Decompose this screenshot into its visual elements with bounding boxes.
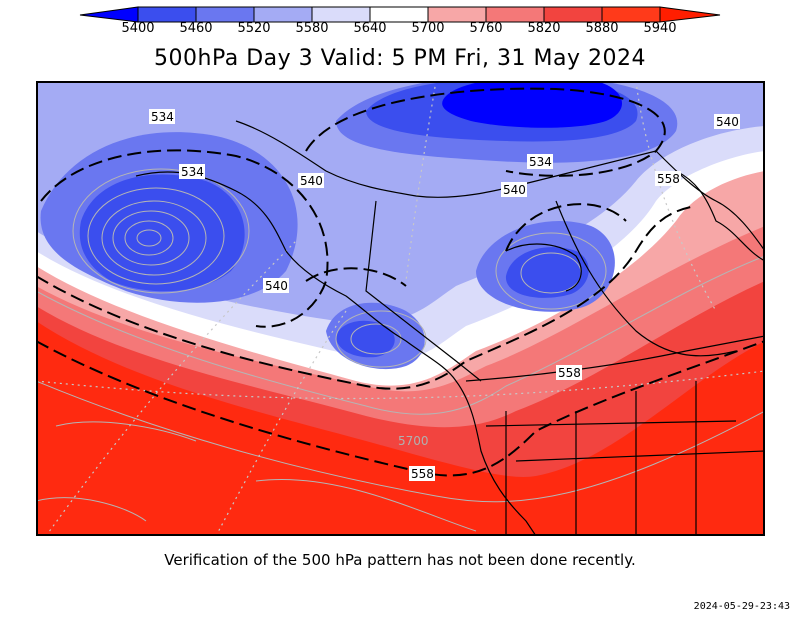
colorbar-swatch	[543, 6, 603, 23]
colorbar-swatch	[485, 6, 545, 23]
colorbar-label: 5400	[121, 21, 155, 36]
contour-label: 534	[181, 165, 204, 179]
verification-caption: Verification of the 500 hPa pattern has …	[164, 551, 636, 569]
colorbar-label: 5820	[527, 21, 561, 36]
colorbar-swatch	[195, 6, 255, 23]
contour-label: 540	[300, 174, 323, 188]
colorbar-label: 5580	[295, 21, 329, 36]
colorbar	[79, 6, 721, 23]
contour-fill-5400	[336, 320, 395, 358]
colorbar-swatch	[253, 6, 313, 23]
colorbar-swatch	[369, 6, 429, 23]
contour-label: 558	[657, 172, 680, 186]
colorbar-swatch	[427, 6, 487, 23]
contour-label: 534	[529, 155, 552, 169]
contour-label: 540	[716, 115, 739, 129]
colorbar-arrow-low	[79, 6, 139, 23]
contour-fill-5340	[442, 81, 622, 128]
contour-label: 540	[503, 183, 526, 197]
contour-label: 558	[558, 366, 581, 380]
contour-label: 5700	[398, 434, 429, 448]
contour-label: 540	[265, 279, 288, 293]
contour-label: 558	[411, 467, 434, 481]
colorbar-label: 5760	[469, 21, 503, 36]
colorbar-label: 5640	[353, 21, 387, 36]
contour-fill-5400	[79, 174, 245, 292]
colorbar-swatch	[137, 6, 197, 23]
generation-timestamp: 2024-05-29-23:43	[693, 601, 790, 612]
page-title: 500hPa Day 3 Valid: 5 PM Fri, 31 May 202…	[154, 46, 646, 71]
colorbar-label: 5460	[179, 21, 213, 36]
colorbar-swatch	[601, 6, 661, 23]
colorbar-swatch	[311, 6, 371, 23]
colorbar-label: 5940	[643, 21, 677, 36]
colorbar-label: 5880	[585, 21, 619, 36]
colorbar-label: 5700	[411, 21, 445, 36]
map-panel: 534 534 540 540 534 540 558 540 558 558 …	[36, 81, 765, 536]
contour-label: 534	[151, 110, 174, 124]
contour-labels: 534 534 540 540 534 540 558 540 558 558 …	[149, 109, 740, 481]
colorbar-label: 5520	[237, 21, 271, 36]
colorbar-arrow-high	[659, 6, 721, 23]
map-frame	[36, 81, 765, 536]
